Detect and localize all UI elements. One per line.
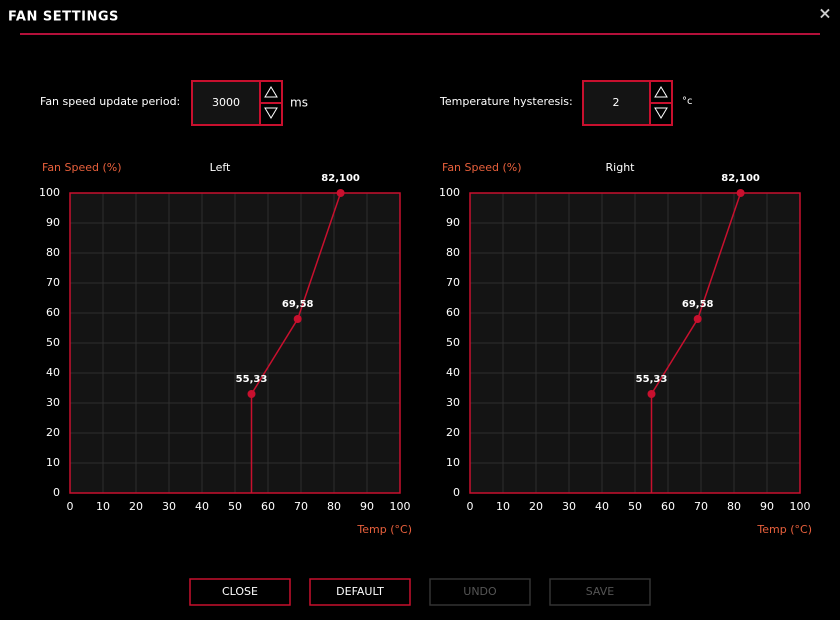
- y-axis-label: Fan Speed (%): [442, 161, 522, 174]
- input-box[interactable]: [191, 80, 261, 126]
- spin-down[interactable]: [654, 107, 668, 119]
- button[interactable]: [189, 578, 291, 606]
- point-label: 82,100: [721, 173, 760, 184]
- y-tick-label: 0: [453, 486, 460, 499]
- y-tick-label: 60: [46, 306, 60, 319]
- x-tick-label: 100: [390, 500, 411, 513]
- x-tick-label: 40: [195, 500, 209, 513]
- point-label: 55,33: [236, 374, 268, 385]
- y-tick-label: 10: [46, 456, 60, 469]
- control-label: Fan speed update period:: [40, 95, 180, 108]
- input-value[interactable]: 2: [613, 96, 620, 109]
- input-box[interactable]: [582, 80, 651, 126]
- x-tick-label: 50: [228, 500, 242, 513]
- x-tick-label: 60: [661, 500, 675, 513]
- y-tick-label: 70: [446, 276, 460, 289]
- y-axis-label: Fan Speed (%): [42, 161, 122, 174]
- window-title: FAN SETTINGS: [8, 10, 119, 25]
- curve-point[interactable]: [293, 315, 302, 323]
- x-tick-label: 40: [595, 500, 609, 513]
- fan-curve: [650, 192, 742, 493]
- x-tick-label: 20: [129, 500, 143, 513]
- y-tick-label: 10: [446, 456, 460, 469]
- x-tick-label: 70: [294, 500, 308, 513]
- x-tick-label: 70: [694, 500, 708, 513]
- point-label: 55,33: [636, 374, 668, 385]
- y-tick-label: 20: [446, 426, 460, 439]
- button: [429, 578, 531, 606]
- y-tick-label: 100: [439, 186, 460, 199]
- x-tick-label: 10: [96, 500, 110, 513]
- y-tick-label: 70: [46, 276, 60, 289]
- button[interactable]: [309, 578, 411, 606]
- x-tick-label: 100: [790, 500, 811, 513]
- y-tick-label: 0: [53, 486, 60, 499]
- button-label: UNDO: [463, 585, 497, 598]
- x-tick-label: 20: [529, 500, 543, 513]
- x-axis-label: Temp (°C): [356, 523, 412, 536]
- y-tick-label: 100: [39, 186, 60, 199]
- x-tick-label: 10: [496, 500, 510, 513]
- unit: ms: [290, 96, 308, 110]
- point-label: 82,100: [321, 173, 360, 184]
- y-tick-label: 60: [446, 306, 460, 319]
- control-label: Temperature hysteresis:: [439, 95, 573, 108]
- plot-border: [69, 192, 401, 494]
- x-axis-label: Temp (°C): [756, 523, 812, 536]
- x-tick-label: 90: [360, 500, 374, 513]
- point-label: 69,58: [282, 299, 314, 310]
- button-label: SAVE: [586, 585, 615, 598]
- y-tick-label: 80: [446, 246, 460, 259]
- y-tick-label: 20: [46, 426, 60, 439]
- chart-title: Left: [210, 161, 231, 174]
- curve-point[interactable]: [693, 315, 702, 323]
- x-tick-label: 0: [67, 500, 74, 513]
- y-tick-label: 50: [446, 336, 460, 349]
- point-label: 69,58: [682, 299, 714, 310]
- curve-point[interactable]: [336, 189, 345, 197]
- y-tick-label: 40: [446, 366, 460, 379]
- y-tick-label: 90: [46, 216, 60, 229]
- x-tick-label: 90: [760, 500, 774, 513]
- input-value[interactable]: 3000: [212, 96, 240, 109]
- y-tick-label: 90: [446, 216, 460, 229]
- y-tick-label: 80: [46, 246, 60, 259]
- x-tick-label: 60: [261, 500, 275, 513]
- x-tick-label: 30: [162, 500, 176, 513]
- close-icon[interactable]: ×: [818, 4, 831, 23]
- curve-point[interactable]: [247, 390, 256, 398]
- unit: °c: [682, 96, 693, 107]
- fan-curve: [250, 192, 342, 493]
- x-tick-label: 30: [562, 500, 576, 513]
- y-tick-label: 50: [46, 336, 60, 349]
- y-tick-label: 40: [46, 366, 60, 379]
- y-tick-label: 30: [46, 396, 60, 409]
- chart-title: Right: [606, 161, 636, 174]
- spin-up[interactable]: [264, 86, 278, 98]
- y-tick-label: 30: [446, 396, 460, 409]
- button-label[interactable]: CLOSE: [222, 585, 258, 598]
- curve-point[interactable]: [647, 390, 656, 398]
- button: [549, 578, 651, 606]
- spin-up[interactable]: [654, 86, 668, 98]
- x-tick-label: 80: [327, 500, 341, 513]
- curve-point[interactable]: [736, 189, 745, 197]
- button-label[interactable]: DEFAULT: [336, 585, 384, 598]
- plot-border: [469, 192, 801, 494]
- x-tick-label: 80: [727, 500, 741, 513]
- x-tick-label: 50: [628, 500, 642, 513]
- x-tick-label: 0: [467, 500, 474, 513]
- spin-down[interactable]: [264, 107, 278, 119]
